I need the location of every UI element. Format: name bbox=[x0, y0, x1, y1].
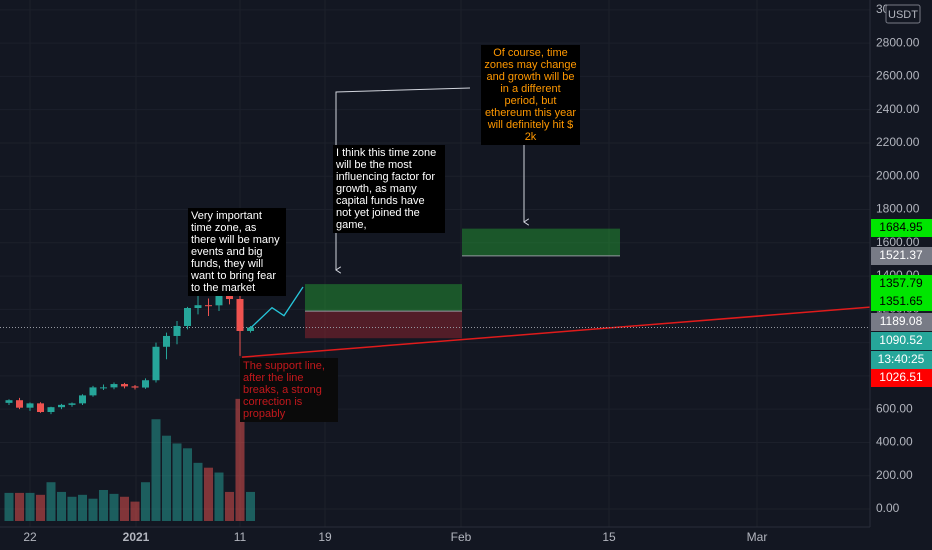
target-zone bbox=[462, 256, 620, 283]
candle-body bbox=[142, 380, 149, 388]
candle-body bbox=[37, 403, 44, 413]
price-tag bbox=[871, 219, 932, 237]
countdown-tag bbox=[871, 351, 932, 369]
price-tag bbox=[871, 247, 932, 265]
price-tag-label: 1357.79 bbox=[879, 276, 923, 290]
projection-line bbox=[250, 286, 304, 329]
volume-bar bbox=[99, 489, 108, 521]
volume-bar bbox=[235, 398, 245, 521]
currency: USDT bbox=[888, 9, 918, 21]
countdown: 13:40:25 bbox=[878, 352, 925, 366]
candle-body bbox=[215, 295, 223, 306]
x-tick-label: 22 bbox=[23, 530, 37, 544]
y-tick-label: 200.00 bbox=[876, 468, 913, 482]
y-tick-label: 2400.00 bbox=[876, 102, 920, 116]
price-tag-label: 1684.95 bbox=[879, 220, 923, 234]
candle-body bbox=[131, 386, 139, 388]
volume-bar bbox=[193, 462, 203, 521]
price-tag-label: 1026.51 bbox=[879, 370, 923, 384]
x-tick-label: Mar bbox=[747, 530, 768, 544]
candle-body bbox=[100, 387, 107, 389]
volume-bar bbox=[172, 443, 182, 521]
candle-body bbox=[5, 400, 13, 403]
volume-bar bbox=[57, 491, 66, 521]
price-tag bbox=[871, 313, 932, 331]
y-tick-label: 2200.00 bbox=[876, 135, 920, 149]
volume-bar bbox=[88, 498, 98, 521]
y-tick-label: 0.00 bbox=[876, 501, 900, 515]
candle-body bbox=[110, 384, 118, 388]
candle-body bbox=[79, 395, 86, 404]
volume-bar bbox=[204, 467, 213, 521]
volume-bar bbox=[46, 482, 56, 521]
x-tick-label: 2021 bbox=[123, 530, 150, 544]
candle-body bbox=[205, 305, 212, 307]
candle-body bbox=[184, 308, 191, 326]
volume-bar bbox=[225, 491, 234, 521]
candle-body bbox=[194, 305, 202, 309]
volume-bar bbox=[67, 496, 77, 521]
x-tick-label: 11 bbox=[234, 530, 247, 544]
price-tag bbox=[871, 293, 932, 311]
volume-bar bbox=[36, 494, 45, 521]
annotation: The support line, after the line breaks,… bbox=[240, 358, 338, 422]
volume-bar bbox=[162, 435, 171, 521]
time-axis bbox=[0, 527, 932, 550]
y-tick-label: 400.00 bbox=[876, 435, 913, 449]
target-zone bbox=[462, 228, 620, 256]
price-tag bbox=[871, 332, 932, 350]
x-tick-label: 15 bbox=[602, 530, 616, 544]
annotation: Very important time zone, as there will … bbox=[188, 208, 286, 296]
volume-bar bbox=[4, 492, 14, 521]
volume-bar bbox=[246, 491, 255, 521]
volume-bar bbox=[183, 448, 192, 521]
y-tick-label: 1600.00 bbox=[876, 235, 920, 249]
y-tick-label: 600.00 bbox=[876, 401, 913, 415]
volume-bar bbox=[214, 472, 224, 521]
price-tag-label: 1090.52 bbox=[879, 333, 923, 347]
candle-body bbox=[121, 384, 128, 387]
y-tick-label: 2600.00 bbox=[876, 69, 920, 83]
candle-body bbox=[163, 335, 170, 347]
price-tag bbox=[871, 275, 932, 293]
volume-bar bbox=[151, 419, 161, 521]
candle-body bbox=[89, 387, 97, 396]
candle-body bbox=[47, 407, 55, 413]
x-tick-label: Feb bbox=[451, 530, 472, 544]
price-tag-label: 1351.65 bbox=[879, 294, 923, 308]
x-tick-label: 19 bbox=[318, 530, 332, 544]
candle-body bbox=[68, 403, 76, 405]
volume-bar bbox=[120, 496, 129, 521]
volume-bar bbox=[109, 493, 119, 521]
volume-bar bbox=[25, 492, 35, 521]
price-tag bbox=[871, 369, 932, 387]
annotation: I think this time zone will be the most … bbox=[333, 145, 445, 233]
annotation: Of course, time zones may change and gro… bbox=[481, 45, 580, 145]
candle-body bbox=[58, 404, 65, 408]
volume-bar bbox=[130, 501, 140, 521]
volume-bar bbox=[15, 492, 24, 521]
support-line bbox=[241, 306, 871, 358]
candle-body bbox=[173, 325, 181, 336]
stop-zone bbox=[305, 311, 462, 339]
candle-body bbox=[236, 299, 244, 331]
y-tick-label: 2800.00 bbox=[876, 35, 920, 49]
price-tag-label: 1521.37 bbox=[879, 248, 923, 262]
volume-bar bbox=[141, 482, 150, 521]
y-tick-label: 1800.00 bbox=[876, 202, 920, 216]
price-tag-label: 1189.08 bbox=[880, 314, 923, 328]
y-tick-label: 2000.00 bbox=[876, 168, 920, 182]
currency-box[interactable] bbox=[885, 4, 921, 24]
candle-body bbox=[226, 295, 233, 300]
candle-body bbox=[26, 403, 34, 408]
volume-bar bbox=[78, 494, 87, 521]
target-zone bbox=[305, 284, 462, 312]
candle-body bbox=[152, 346, 160, 381]
candle-body bbox=[16, 400, 23, 408]
candle-body bbox=[247, 327, 254, 331]
